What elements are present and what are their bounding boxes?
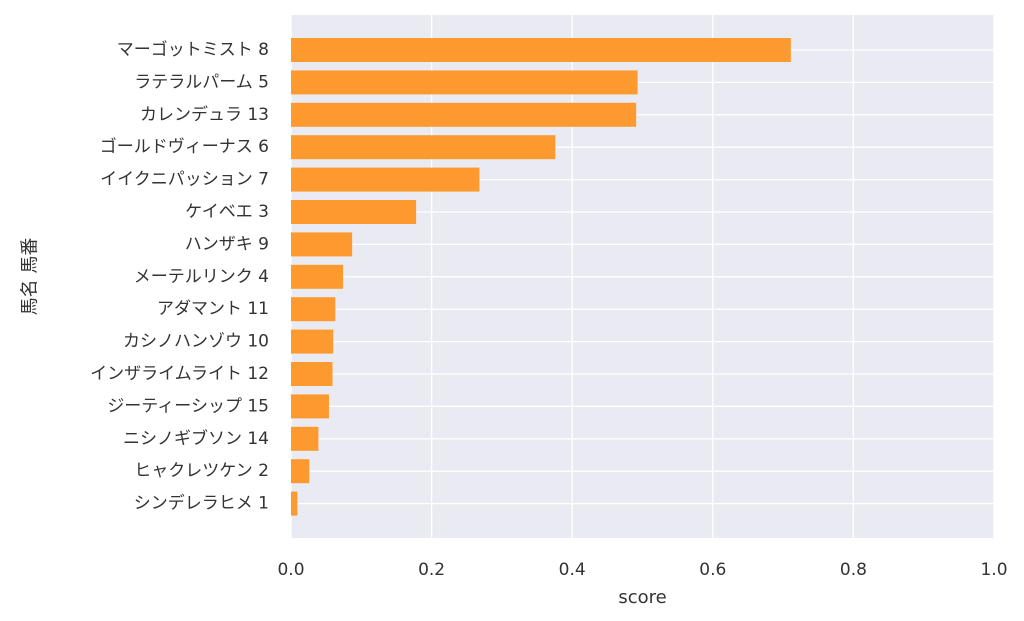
bar: [291, 135, 556, 160]
bars: [291, 38, 791, 516]
bar: [291, 200, 417, 224]
x-tick-label: 0.6: [699, 560, 726, 580]
bar: [291, 426, 319, 451]
y-tick-label: カレンデュラ 13: [140, 104, 269, 125]
x-tick-label: 0.2: [418, 560, 445, 580]
bar: [291, 362, 333, 386]
bar: [291, 459, 310, 484]
bar: [291, 102, 637, 127]
bar: [291, 70, 638, 95]
x-tick-labels: 0.0 0.2 0.4 0.6 0.8 1.0: [277, 560, 1007, 580]
y-tick-label: イイクニパッション 7: [100, 170, 269, 190]
y-tick-label: シンデレラヒメ 1: [134, 493, 269, 514]
bar: [291, 264, 344, 289]
y-axis-label: 馬名 馬番: [20, 238, 41, 316]
x-tick-label: 0.8: [840, 560, 867, 580]
bar: [291, 297, 336, 322]
y-tick-label: ケイベエ 3: [185, 202, 269, 222]
y-tick-label: ヒャクレツケン 2: [134, 461, 269, 481]
y-tick-label: ジーティーシップ 15: [107, 396, 269, 416]
y-tick-label: アダマント 11: [157, 299, 269, 319]
y-tick-label: メーテルリンク 4: [134, 267, 269, 287]
x-tick-label: 0.4: [559, 560, 586, 580]
y-tick-label: ニシノギブソン 14: [123, 428, 269, 449]
bar: [291, 329, 334, 354]
y-tick-label: ゴールドヴィーナス 6: [100, 136, 269, 157]
y-tick-label: カシノハンゾウ 10: [123, 332, 269, 352]
y-tick-label: インザライムライト 12: [90, 364, 269, 384]
y-tick-label: ハンザキ 9: [185, 234, 269, 254]
bar: [291, 167, 480, 192]
bar: [291, 232, 353, 257]
x-tick-label: 0.0: [277, 560, 304, 580]
bar: [291, 394, 329, 419]
x-axis-label: score: [618, 587, 666, 608]
bar: [291, 491, 298, 516]
x-tick-label: 1.0: [980, 560, 1007, 580]
y-tick-labels: マーゴットミスト 8 ラテラルパーム 5 カレンデュラ 13 ゴールドヴィーナス 6 イ…: [90, 39, 269, 514]
y-tick-label: マーゴットミスト 8: [117, 39, 269, 60]
bar: [291, 38, 791, 62]
y-tick-label: ラテラルパーム 5: [134, 72, 269, 92]
